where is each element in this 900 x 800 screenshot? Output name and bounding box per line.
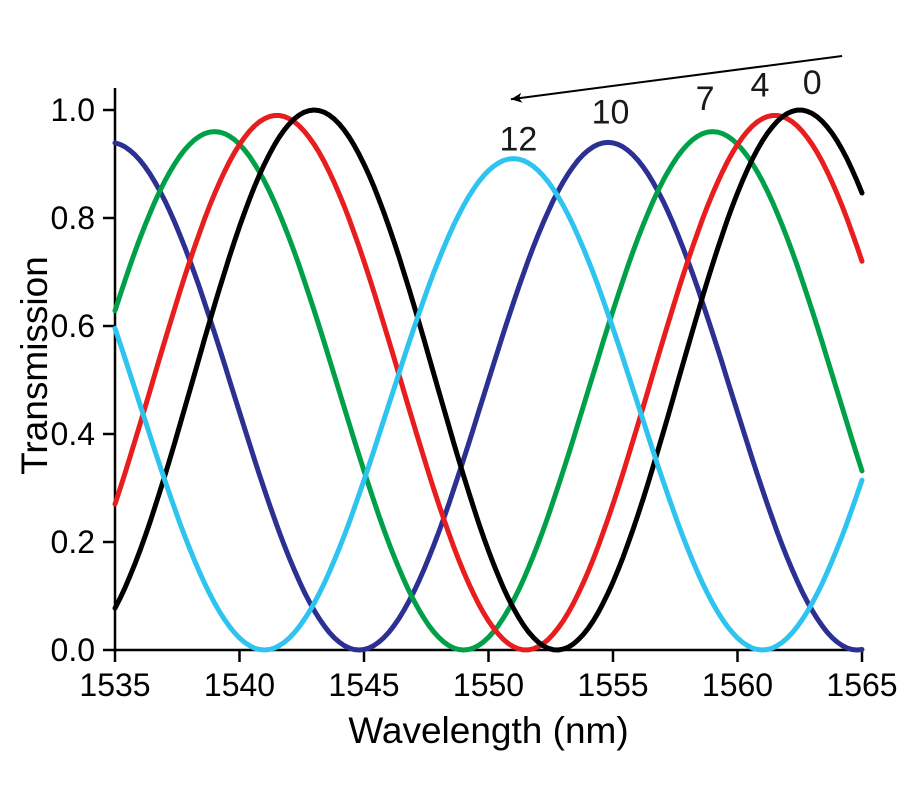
x-axis-label: Wavelength (nm): [348, 710, 629, 751]
x-tick-label: 1545: [328, 667, 399, 703]
series-curve-12: [112, 156, 865, 653]
series-number-label: 4: [750, 67, 769, 105]
y-tick-label: 0.6: [51, 308, 95, 344]
series-number-label: 12: [499, 121, 537, 159]
y-tick-label: 0.2: [51, 524, 95, 560]
x-tick-label: 1535: [79, 667, 150, 703]
x-tick-label: 1565: [826, 667, 897, 703]
series-number-label: 7: [696, 80, 715, 118]
series-number-label: 10: [592, 94, 630, 132]
series-curve-7: [112, 129, 865, 653]
x-tick-label: 1540: [204, 667, 275, 703]
x-tick-label: 1550: [453, 667, 524, 703]
y-axis-label: Transmission: [14, 256, 55, 475]
y-tick-label: 0.4: [51, 416, 95, 452]
shift-direction-arrow: [510, 55, 843, 103]
y-tick-label: 1.0: [51, 92, 95, 128]
x-tick-label: 1560: [702, 667, 773, 703]
y-tick-label: 0.8: [51, 200, 95, 236]
series-curve-10: [112, 139, 865, 653]
x-tick-label: 1555: [577, 667, 648, 703]
y-tick-label: 0.0: [51, 632, 95, 668]
series-number-label: 0: [803, 64, 822, 102]
series-curve-4: [112, 113, 865, 653]
series-curve-0: [112, 107, 865, 653]
